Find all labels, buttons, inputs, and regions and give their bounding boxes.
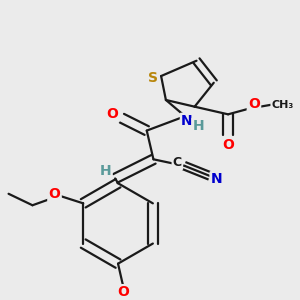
Text: N: N: [181, 114, 193, 128]
Text: O: O: [248, 97, 260, 111]
Text: O: O: [106, 107, 118, 121]
Text: N: N: [211, 172, 222, 186]
Text: O: O: [222, 138, 234, 152]
Text: C: C: [173, 156, 182, 169]
Text: CH₃: CH₃: [272, 100, 294, 110]
Text: H: H: [193, 119, 204, 133]
Text: O: O: [49, 187, 60, 201]
Text: O: O: [117, 285, 129, 299]
Text: H: H: [100, 164, 111, 178]
Text: S: S: [148, 71, 158, 85]
